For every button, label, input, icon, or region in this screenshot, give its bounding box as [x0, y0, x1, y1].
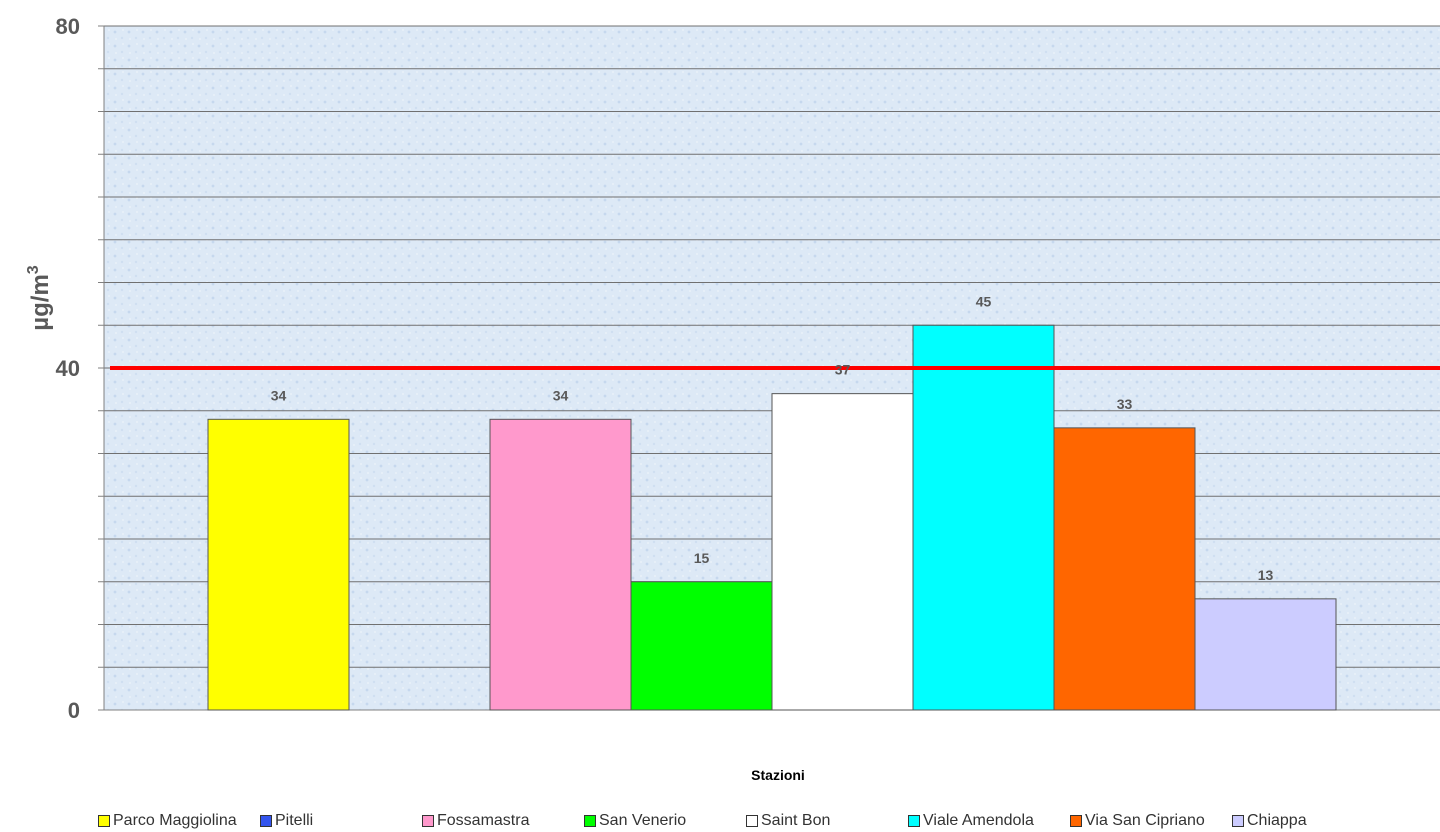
legend-item: Chiappa [1232, 812, 1307, 830]
bar [912, 324, 1055, 711]
legend-item: San Venerio [584, 812, 686, 830]
legend-label: Saint Bon [761, 812, 831, 829]
data-label: 13 [1258, 567, 1274, 583]
legend-swatch [908, 815, 920, 827]
bar [630, 581, 773, 711]
legend-swatch [422, 815, 434, 827]
legend: Parco Maggiolina Pitelli Fossamastra San Ve… [98, 812, 1398, 832]
legend-item: Pitelli [260, 812, 313, 830]
y-axis-label-text: µg/m [27, 274, 54, 331]
legend-swatch [584, 815, 596, 827]
legend-label: Parco Maggiolina [113, 812, 237, 829]
bar [771, 393, 914, 711]
legend-item: Saint Bon [746, 812, 830, 830]
legend-item: Viale Amendola [908, 812, 1034, 830]
legend-swatch [1070, 815, 1082, 827]
legend-swatch [98, 815, 110, 827]
data-labels: 34 34 15 37 45 33 13 [271, 293, 1274, 583]
y-tick-label: 40 [56, 356, 80, 381]
x-axis-label: Stazioni [751, 767, 805, 783]
legend-label: Fossamastra [437, 812, 530, 829]
y-ticks: 0 40 80 [56, 14, 104, 723]
legend-item: Fossamastra [422, 812, 529, 830]
legend-label: San Venerio [599, 812, 687, 829]
bars [207, 324, 1337, 711]
data-label: 15 [694, 550, 710, 566]
data-label: 34 [553, 387, 569, 403]
y-axis-label-superscript: 3 [25, 265, 42, 274]
legend-item: Via San Cipriano [1070, 812, 1205, 830]
bar [207, 418, 350, 711]
data-label: 45 [976, 293, 992, 309]
legend-swatch [746, 815, 758, 827]
y-tick-label: 0 [68, 698, 80, 723]
data-label: 37 [835, 362, 851, 378]
data-label: 33 [1117, 396, 1133, 412]
data-label: 34 [271, 387, 287, 403]
legend-label: Pitelli [275, 812, 314, 829]
legend-label: Chiappa [1247, 812, 1307, 829]
bar [1194, 598, 1337, 711]
bar [489, 418, 632, 711]
y-axis-label: µg/m3 [25, 265, 54, 331]
y-tick-label: 80 [56, 14, 80, 39]
legend-swatch [1232, 815, 1244, 827]
chart: 0 40 80 34 34 15 37 45 33 13 µg/m3 Stazioni [25, 14, 1440, 783]
legend-item: Parco Maggiolina [98, 812, 237, 830]
legend-label: Viale Amendola [923, 812, 1034, 829]
legend-label: Via San Cipriano [1085, 812, 1205, 829]
legend-swatch [260, 815, 272, 827]
bar [1053, 427, 1196, 711]
